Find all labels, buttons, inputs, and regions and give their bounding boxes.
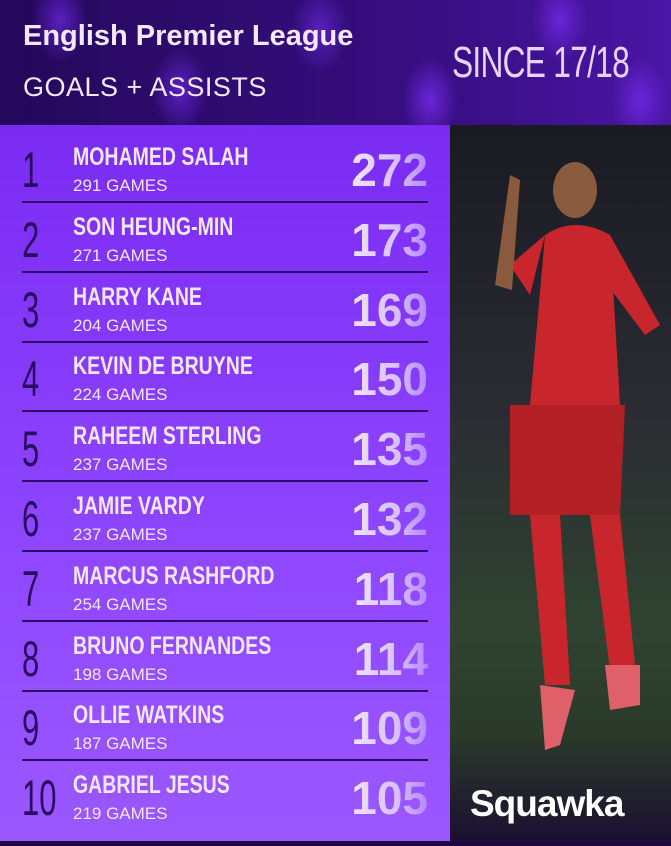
title: English Premier League (23, 20, 354, 52)
player-name: HARRY KANE (73, 282, 202, 311)
games-played: 219 GAMES (73, 804, 168, 824)
player-name: SON HEUNG-MIN (73, 212, 234, 241)
player-photo (450, 125, 671, 841)
row-divider (22, 201, 428, 203)
player-name: MOHAMED SALAH (73, 143, 249, 171)
goals-assists-value: 105 (351, 772, 428, 825)
row-divider (22, 619, 428, 622)
table-row: 9 OLLIE WATKINS 187 GAMES 109 (0, 691, 450, 762)
player-name: OLLIE WATKINS (73, 701, 225, 730)
row-divider (22, 340, 428, 343)
goals-assists-value: 118 (353, 562, 428, 615)
games-played: 204 GAMES (73, 315, 168, 335)
games-played: 237 GAMES (73, 525, 168, 544)
table-row: 2 SON HEUNG-MIN 271 GAMES 173 (0, 203, 450, 273)
goals-assists-value: 272 (351, 144, 428, 196)
header: English Premier League GOALS + ASSISTS S… (0, 0, 671, 125)
since-label: SINCE 17/18 (452, 38, 630, 87)
rank: 6 (22, 491, 40, 547)
table-row: 3 HARRY KANE 204 GAMES 169 (0, 273, 450, 343)
row-divider (22, 410, 428, 413)
goals-assists-value: 114 (353, 632, 428, 685)
table-row: 5 RAHEEM STERLING 237 GAMES 135 (0, 412, 450, 483)
games-played: 198 GAMES (73, 664, 168, 684)
table-row: 1 MOHAMED SALAH 291 GAMES 272 (0, 133, 450, 203)
rank: 3 (22, 281, 40, 338)
row-divider (22, 550, 428, 552)
player-image (495, 162, 660, 750)
games-played: 254 GAMES (73, 594, 168, 614)
goals-assists-value: 169 (351, 283, 428, 336)
row-divider (22, 689, 428, 692)
squawka-logo: Squawka (470, 783, 624, 824)
rank: 9 (22, 700, 40, 757)
row-divider (22, 270, 428, 273)
games-played: 271 GAMES (73, 245, 168, 265)
games-played: 187 GAMES (73, 734, 168, 754)
player-name: MARCUS RASHFORD (73, 561, 275, 590)
table-row: 6 JAMIE VARDY 237 GAMES 132 (0, 482, 450, 552)
rank: 10 (22, 770, 57, 827)
player-name: JAMIE VARDY (73, 492, 205, 520)
player-name: RAHEEM STERLING (73, 422, 262, 451)
player-name: KEVIN DE BRUYNE (73, 352, 253, 381)
row-divider (22, 759, 428, 762)
games-played: 237 GAMES (73, 455, 168, 475)
goals-assists-value: 109 (351, 702, 428, 755)
ranking-list: 1 MOHAMED SALAH 291 GAMES 272 2 SON HEUN… (0, 125, 450, 841)
goals-assists-value: 173 (351, 213, 428, 266)
row-divider (22, 480, 428, 483)
player-name: GABRIEL JESUS (73, 771, 230, 800)
rank: 1 (22, 142, 40, 198)
table-row: 8 BRUNO FERNANDES 198 GAMES 114 (0, 622, 450, 692)
games-played: 291 GAMES (73, 176, 168, 195)
goals-assists-value: 135 (351, 423, 428, 476)
player-name: BRUNO FERNANDES (73, 631, 272, 660)
goals-assists-value: 132 (351, 493, 428, 545)
rank: 5 (22, 421, 40, 478)
games-played: 224 GAMES (73, 385, 168, 405)
table-row: 4 KEVIN DE BRUYNE 224 GAMES 150 (0, 342, 450, 413)
table-row: 7 MARCUS RASHFORD 254 GAMES 118 (0, 552, 450, 622)
goals-assists-value: 150 (351, 353, 428, 406)
subtitle: GOALS + ASSISTS (23, 72, 267, 102)
rank: 2 (22, 211, 40, 268)
table-row: 10 GABRIEL JESUS 219 GAMES 105 (0, 761, 450, 831)
rank: 7 (22, 560, 40, 617)
rank: 8 (22, 630, 40, 687)
rank: 4 (22, 351, 40, 408)
